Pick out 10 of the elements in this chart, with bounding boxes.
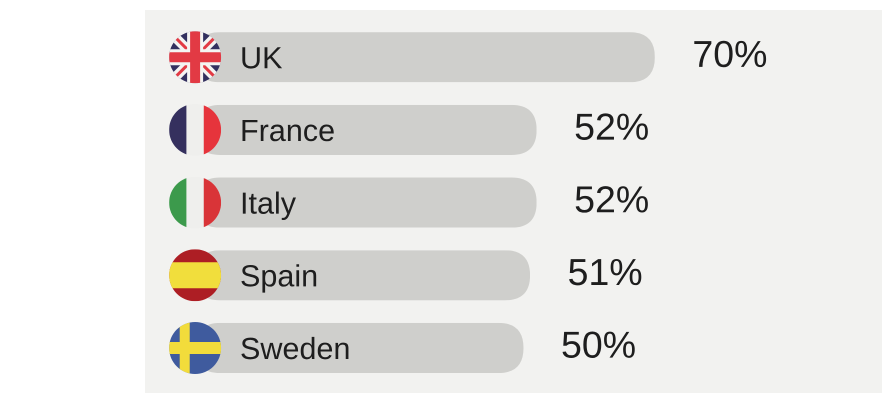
data-label: 70% xyxy=(694,40,766,68)
y-tick-label: France xyxy=(242,120,334,142)
y-tick-label: Italy xyxy=(242,192,296,220)
y-tick-label: Sweden xyxy=(241,336,348,360)
data-label: 51% xyxy=(569,258,642,286)
y-tick-label: UK xyxy=(242,47,282,69)
y-tick-label: Spain xyxy=(241,264,316,293)
data-label: 52% xyxy=(576,113,648,140)
data-label: 52% xyxy=(576,186,648,213)
data-label: 50% xyxy=(562,331,635,358)
